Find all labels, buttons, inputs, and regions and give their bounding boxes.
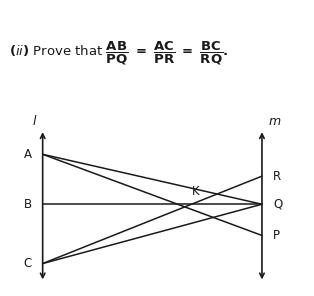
Text: m: m [268, 115, 281, 128]
Text: A: A [24, 148, 32, 161]
Text: R: R [273, 170, 281, 183]
Text: P: P [273, 229, 280, 242]
Text: Q: Q [273, 198, 282, 211]
Text: l: l [33, 115, 36, 128]
Text: $\mathbf{(\mathit{ii})}$$\rm\ Prove\ that\ $$\dfrac{\mathbf{AB}}{\mathbf{PQ}}$$\: $\mathbf{(\mathit{ii})}$$\rm\ Prove\ tha… [9, 40, 229, 67]
Text: B: B [24, 198, 32, 211]
Text: K: K [192, 185, 199, 198]
Text: C: C [24, 257, 32, 270]
